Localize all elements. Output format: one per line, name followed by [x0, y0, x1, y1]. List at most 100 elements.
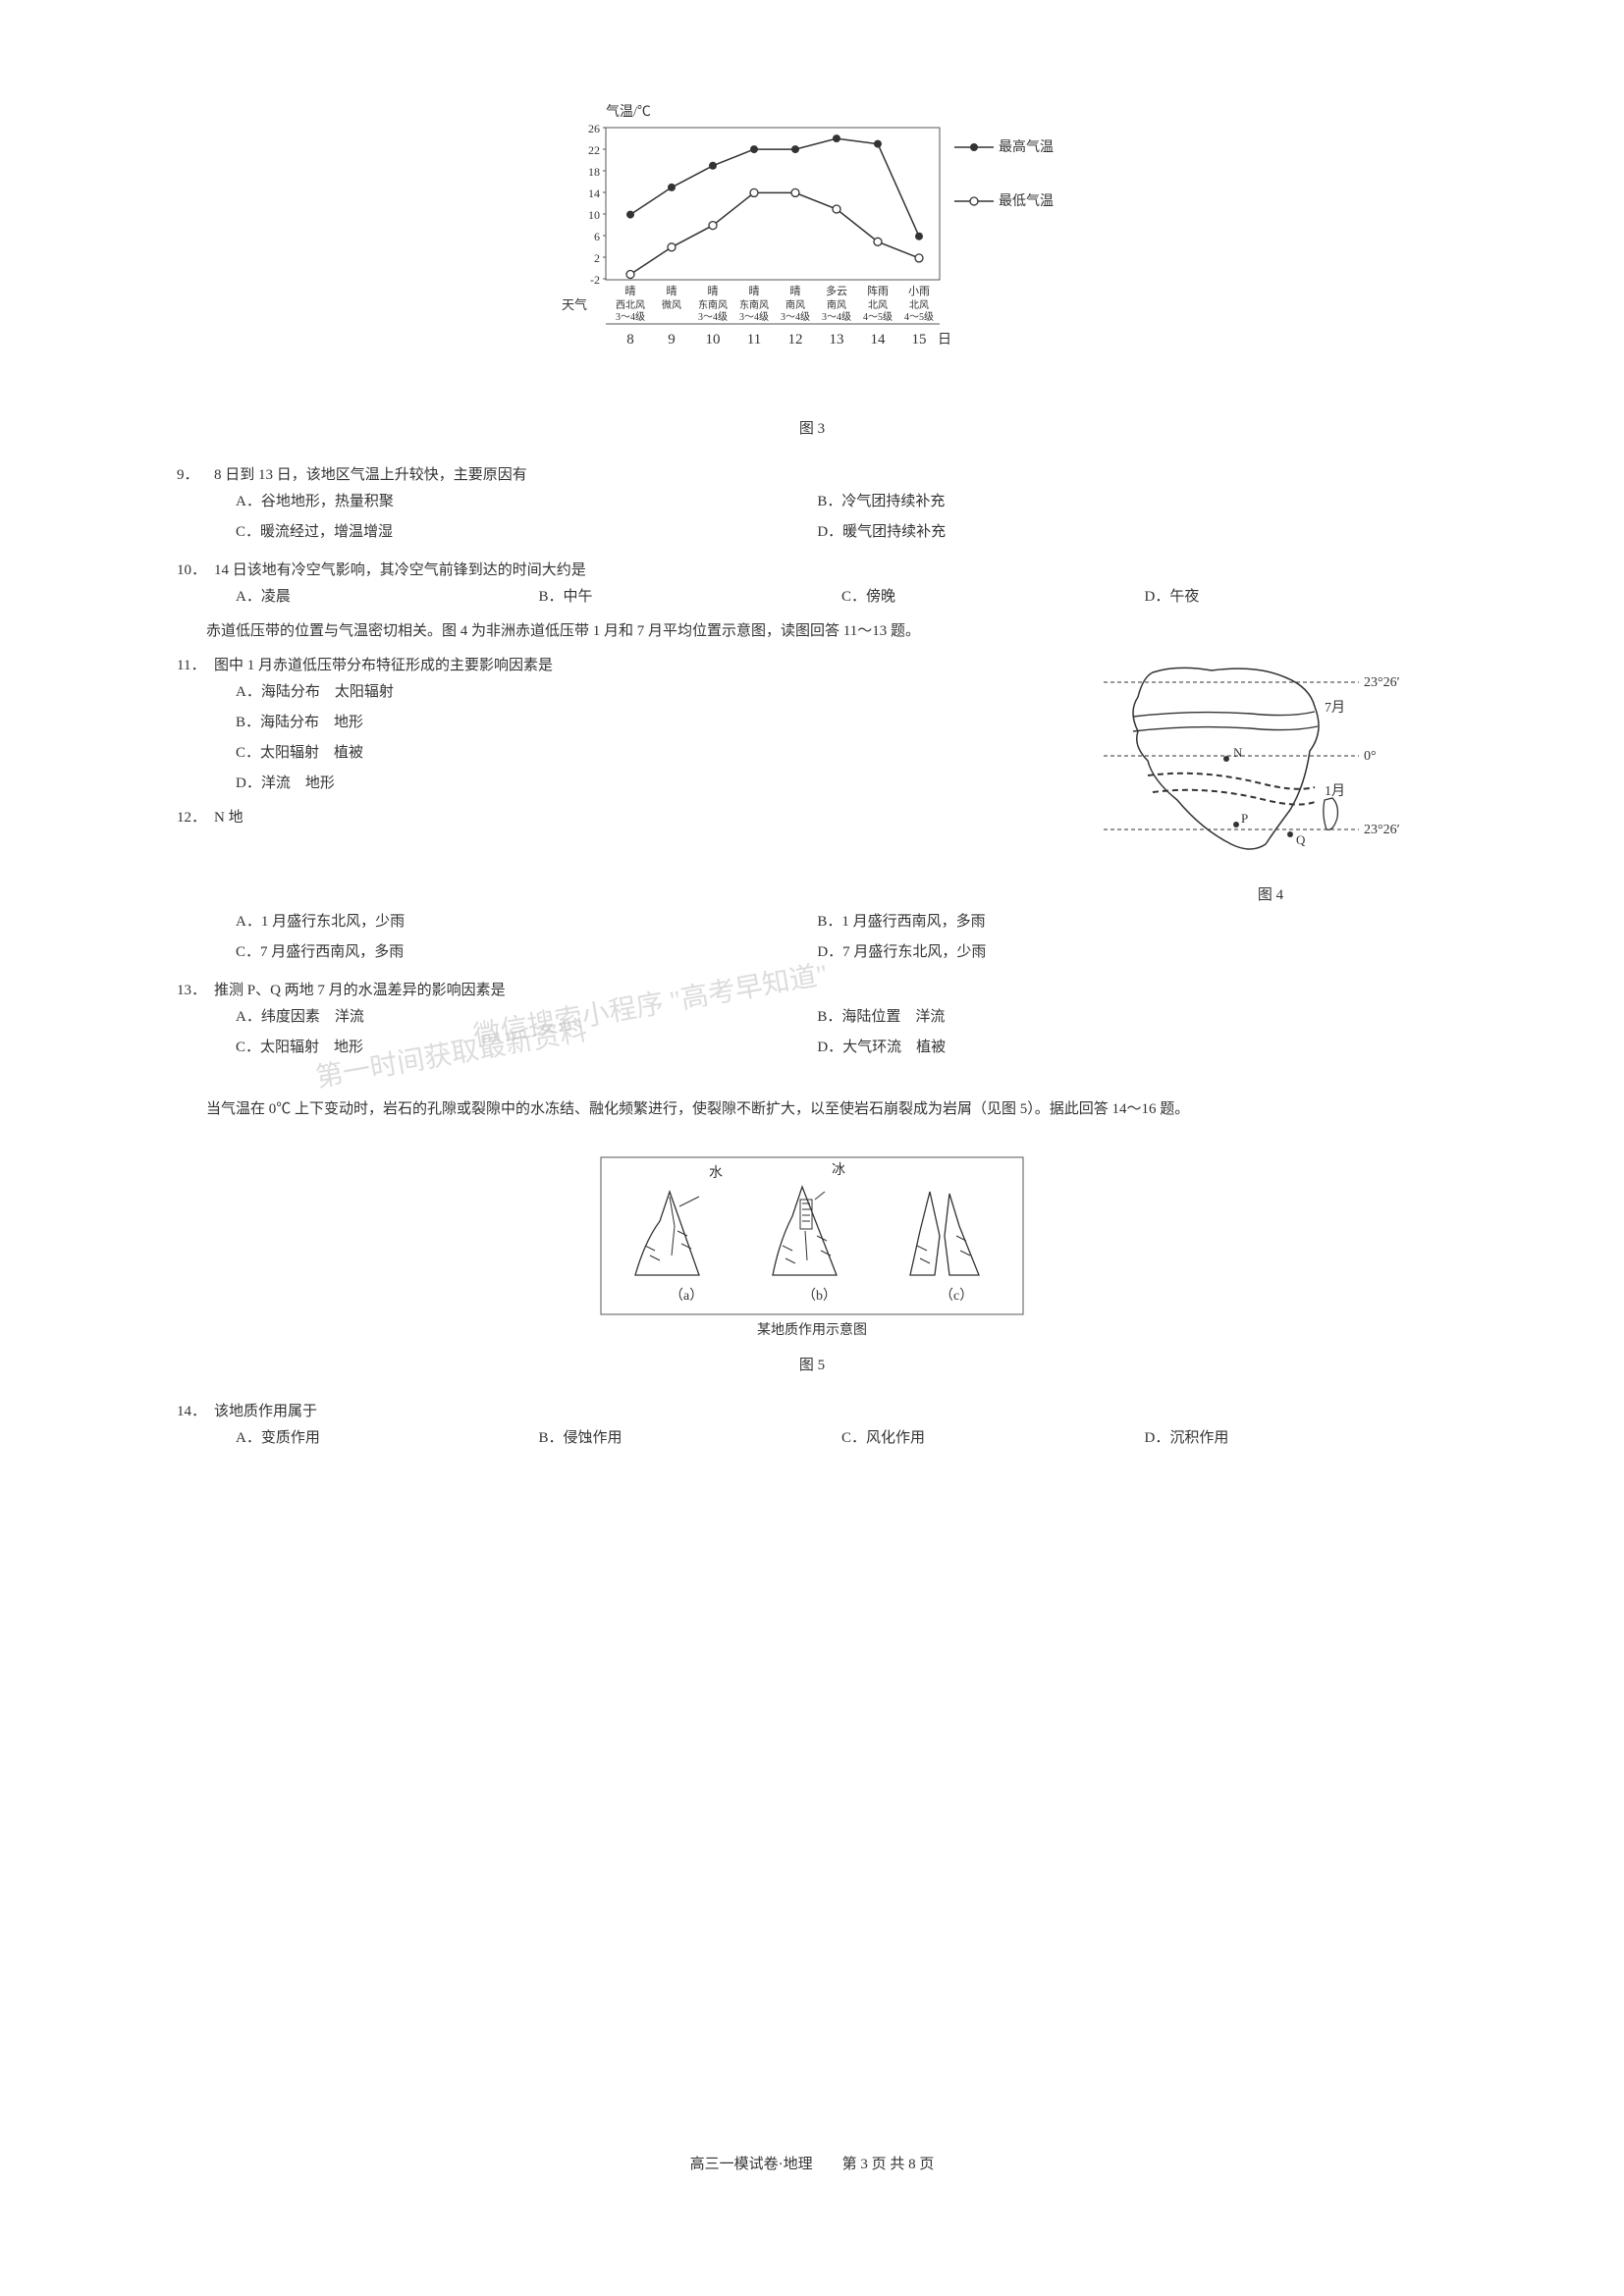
svg-text:西北风: 西北风 — [616, 299, 645, 311]
q12-opt-d: D．7 月盛行东北风，少雨 — [817, 939, 1398, 966]
svg-text:14: 14 — [871, 332, 887, 347]
svg-text:18: 18 — [588, 165, 600, 179]
q10-opt-a: A．凌晨 — [236, 584, 539, 611]
svg-text:22: 22 — [588, 143, 600, 157]
svg-text:12: 12 — [788, 332, 803, 347]
q9-text: 8 日到 13 日，该地区气温上升较快，主要原因有 — [214, 467, 527, 483]
q11-text: 图中 1 月赤道低压带分布特征形成的主要影响因素是 — [214, 658, 553, 673]
svg-text:23°26′: 23°26′ — [1364, 675, 1400, 690]
page-footer: 高三一模试卷·地理 第 3 页 共 8 页 — [0, 2152, 1624, 2178]
svg-text:南风: 南风 — [827, 298, 846, 311]
q11-opt-d: D．洋流 地形 — [236, 771, 1084, 797]
q10-num: 10． — [177, 558, 214, 584]
svg-text:南风: 南风 — [785, 298, 805, 311]
q14-opt-a: A．变质作用 — [236, 1425, 539, 1452]
q10-opt-b: B．中午 — [539, 584, 842, 611]
figure-5: 水 冰 — [177, 1152, 1447, 1379]
fig4-caption: 图 4 — [1094, 882, 1447, 909]
svg-text:晴: 晴 — [667, 285, 677, 297]
svg-text:N: N — [1233, 745, 1243, 760]
svg-text:-2: -2 — [590, 273, 600, 287]
svg-text:3～4级: 3～4级 — [739, 311, 769, 323]
q13-opt-d: D．大气环流 植被 — [817, 1035, 1398, 1061]
svg-text:4～5级: 4～5级 — [904, 311, 934, 323]
passage-14-16: 当气温在 0℃ 上下变动时，岩石的孔隙或裂隙中的水冻结、融化频繁进行，使裂隙不断… — [177, 1096, 1447, 1123]
svg-text:多云: 多云 — [826, 284, 847, 297]
passage-11-13: 赤道低压带的位置与气温密切相关。图 4 为非洲赤道低压带 1 月和 7 月平均位… — [177, 618, 1447, 645]
q9-opt-c: C．暖流经过，增温增湿 — [236, 519, 817, 546]
q14-opt-d: D．沉积作用 — [1145, 1425, 1448, 1452]
svg-text:晴: 晴 — [790, 285, 801, 297]
q13-opt-b: B．海陆位置 洋流 — [817, 1004, 1398, 1031]
q14-text: 该地质作用属于 — [214, 1404, 317, 1419]
q11-num: 11． — [177, 653, 214, 679]
q10-opt-c: C．傍晚 — [841, 584, 1145, 611]
q11-opt-c: C．太阳辐射 植被 — [236, 740, 1084, 767]
q11-opt-b: B．海陆分布 地形 — [236, 710, 1084, 736]
svg-text:26: 26 — [588, 122, 600, 135]
q9-opt-b: B．冷气团持续补充 — [817, 489, 1398, 515]
question-11: 11．图中 1 月赤道低压带分布特征形成的主要影响因素是 A．海陆分布 太阳辐射… — [177, 653, 1084, 797]
q14-opt-c: C．风化作用 — [841, 1425, 1145, 1452]
q13-opt-c: C．太阳辐射 地形 — [236, 1035, 817, 1061]
svg-text:阵雨: 阵雨 — [867, 284, 889, 297]
svg-text:14: 14 — [588, 187, 600, 200]
map4-svg: 23°26′ 0° 23°26′ 7月 1月 N P Q — [1094, 653, 1447, 879]
q10-opt-d: D．午夜 — [1145, 584, 1448, 611]
svg-text:4～5级: 4～5级 — [863, 311, 893, 323]
q14-num: 14． — [177, 1399, 214, 1425]
figure-4: 23°26′ 0° 23°26′ 7月 1月 N P Q 图 4 — [1094, 653, 1447, 909]
figure-3: 气温/℃ 26 22 18 14 10 6 2 -2 — [177, 98, 1447, 443]
q12-text: N 地 — [214, 810, 244, 826]
q13-text: 推测 P、Q 两地 7 月的水温差异的影响因素是 — [214, 983, 506, 998]
svg-text:（c）: （c） — [940, 1288, 973, 1304]
svg-text:2: 2 — [594, 251, 600, 265]
q11-opt-a: A．海陆分布 太阳辐射 — [236, 679, 1084, 706]
svg-text:晴: 晴 — [708, 285, 719, 297]
svg-text:10: 10 — [706, 332, 721, 347]
svg-text:（a）: （a） — [670, 1288, 703, 1304]
svg-text:最高气温: 最高气温 — [999, 138, 1054, 155]
question-12-options: A．1 月盛行东北风，少雨 B．1 月盛行西南风，多雨 C．7 月盛行西南风，多… — [177, 909, 1447, 970]
svg-text:3～4级: 3～4级 — [781, 311, 810, 323]
question-12: 12．N 地 — [177, 805, 1084, 831]
svg-text:北风: 北风 — [909, 299, 929, 311]
svg-text:晴: 晴 — [625, 285, 636, 297]
svg-text:日: 日 — [938, 333, 951, 347]
svg-text:3～4级: 3～4级 — [616, 311, 645, 323]
q13-opt-a: A．纬度因素 洋流 — [236, 1004, 817, 1031]
svg-text:3～4级: 3～4级 — [698, 311, 728, 323]
q9-opt-d: D．暖气团持续补充 — [817, 519, 1398, 546]
svg-text:冰: 冰 — [832, 1162, 845, 1178]
svg-text:8: 8 — [626, 332, 634, 347]
q14-opt-b: B．侵蚀作用 — [539, 1425, 842, 1452]
fig5-svg: 水 冰 — [596, 1152, 1028, 1349]
question-9: 9．8 日到 13 日，该地区气温上升较快，主要原因有 A．谷地地形，热量积聚 … — [177, 462, 1447, 550]
svg-text:东南风: 东南风 — [739, 298, 769, 311]
q9-num: 9． — [177, 462, 214, 489]
svg-text:某地质作用示意图: 某地质作用示意图 — [757, 1321, 867, 1338]
q9-opt-a: A．谷地地形，热量积聚 — [236, 489, 817, 515]
svg-text:天气: 天气 — [562, 297, 587, 312]
svg-text:0°: 0° — [1364, 749, 1377, 764]
svg-text:6: 6 — [594, 230, 600, 243]
q12-opt-a: A．1 月盛行东北风，少雨 — [236, 909, 817, 935]
svg-text:（b）: （b） — [802, 1288, 837, 1304]
q10-text: 14 日该地有冷空气影响，其冷空气前锋到达的时间大约是 — [214, 562, 586, 578]
svg-text:Q: Q — [1296, 832, 1306, 847]
question-10: 10．14 日该地有冷空气影响，其冷空气前锋到达的时间大约是 A．凌晨 B．中午… — [177, 558, 1447, 611]
q12-opt-b: B．1 月盛行西南风，多雨 — [817, 909, 1398, 935]
section-11-13: 11．图中 1 月赤道低压带分布特征形成的主要影响因素是 A．海陆分布 太阳辐射… — [177, 653, 1447, 909]
svg-text:13: 13 — [830, 332, 844, 347]
svg-text:11: 11 — [747, 332, 761, 347]
question-13: 13．推测 P、Q 两地 7 月的水温差异的影响因素是 A．纬度因素 洋流 B．… — [177, 978, 1447, 1065]
svg-text:水: 水 — [709, 1165, 723, 1181]
svg-text:7月: 7月 — [1325, 700, 1345, 716]
svg-text:23°26′: 23°26′ — [1364, 823, 1400, 837]
svg-text:北风: 北风 — [868, 299, 888, 311]
svg-text:1月: 1月 — [1325, 783, 1345, 799]
svg-text:10: 10 — [588, 208, 600, 222]
svg-text:9: 9 — [668, 332, 676, 347]
chart3-svg: 气温/℃ 26 22 18 14 10 6 2 -2 — [547, 98, 1077, 412]
svg-text:微风: 微风 — [662, 298, 681, 311]
